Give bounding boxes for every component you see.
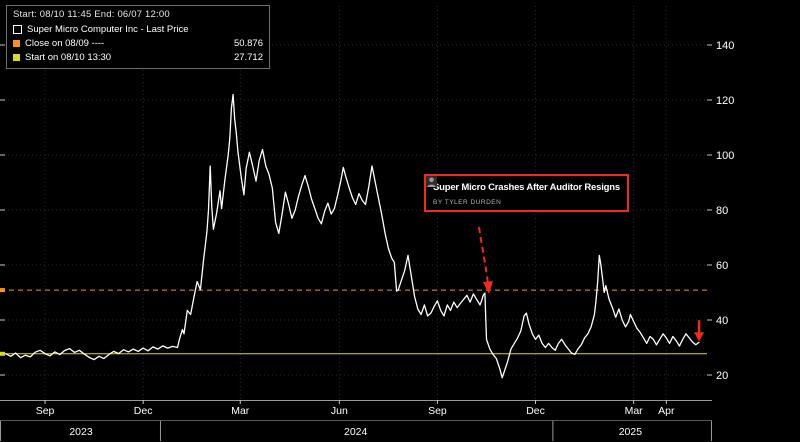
legend-item-label: Super Micro Computer Inc - Last Price xyxy=(27,24,189,35)
y-axis-label: 60 xyxy=(716,260,728,272)
reference-line-marker xyxy=(0,288,5,293)
x-axis-year-label: 2024 xyxy=(344,426,368,438)
headline-byline: BY TYLER DURDEN xyxy=(433,199,502,206)
x-axis-month-label: Mar xyxy=(231,405,250,417)
legend-item-value: 27.712 xyxy=(233,51,263,63)
legend-item-start-line[interactable]: Start on 08/10 13:30 27.712 xyxy=(13,51,263,65)
x-axis-month-label: Sep xyxy=(428,405,447,417)
x-axis-month-label: Dec xyxy=(526,405,545,417)
y-axis-label: 120 xyxy=(716,95,734,107)
y-axis-label: 80 xyxy=(716,205,728,217)
legend-item-close-line[interactable]: Close on 08/09 ---- 50.876 xyxy=(13,37,263,51)
legend-item-value: 50.876 xyxy=(233,37,263,49)
author-avatar-icon xyxy=(426,176,437,187)
legend-item-label: Close on 08/09 ---- xyxy=(25,37,105,49)
series-swatch-icon xyxy=(13,25,22,35)
crash-arrow xyxy=(478,226,489,285)
x-axis-month-label: Dec xyxy=(134,405,153,417)
chart-period-range: Start: 08/10 11:45 End: 06/07 12:00 xyxy=(13,9,170,20)
legend-box: Start: 08/10 11:45 End: 06/07 12:00 Supe… xyxy=(6,5,270,70)
headline-callout: Super Micro Crashes After Auditor Resign… xyxy=(424,174,629,212)
headline-title: Super Micro Crashes After Auditor Resign… xyxy=(433,182,620,193)
last-price-arrowhead-icon xyxy=(694,332,705,342)
y-axis-label: 140 xyxy=(716,40,734,52)
x-axis-month-label: Jun xyxy=(331,405,348,417)
legend-item-last-price[interactable]: Super Micro Computer Inc - Last Price xyxy=(13,23,263,37)
x-axis-month-label: Sep xyxy=(36,405,55,417)
headline-byline-row: BY TYLER DURDEN xyxy=(426,176,621,206)
y-axis-label: 40 xyxy=(716,315,728,327)
crash-arrowhead-icon xyxy=(483,281,493,294)
close-line-swatch-icon xyxy=(13,40,20,48)
x-axis-year-label: 2023 xyxy=(69,426,93,438)
legend-item-label: Start on 08/10 13:30 xyxy=(25,51,112,63)
reference-line-marker xyxy=(0,351,5,356)
price-line xyxy=(5,93,700,379)
y-axis-label: 100 xyxy=(716,150,734,162)
x-axis-month-label: Apr xyxy=(658,405,675,417)
x-axis-month-label: Mar xyxy=(625,405,644,417)
x-axis-year-label: 2025 xyxy=(619,426,643,438)
y-axis-label: 20 xyxy=(716,370,728,382)
start-line-swatch-icon xyxy=(13,53,20,61)
